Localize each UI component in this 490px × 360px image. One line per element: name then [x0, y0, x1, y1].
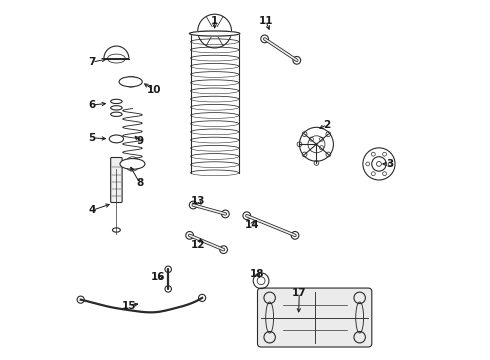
Text: 6: 6 [89, 100, 96, 110]
Ellipse shape [109, 135, 123, 143]
Text: 10: 10 [147, 85, 161, 95]
Text: 15: 15 [122, 301, 136, 311]
FancyBboxPatch shape [258, 288, 372, 347]
Text: 9: 9 [136, 136, 143, 146]
Text: 2: 2 [323, 120, 331, 130]
Text: 8: 8 [136, 178, 143, 188]
Ellipse shape [119, 77, 142, 87]
Ellipse shape [189, 31, 240, 36]
Text: 5: 5 [89, 133, 96, 143]
Text: 3: 3 [386, 159, 393, 169]
Text: 11: 11 [258, 16, 273, 26]
Text: 1: 1 [211, 16, 218, 26]
Text: 12: 12 [191, 240, 206, 250]
Text: 18: 18 [250, 269, 265, 279]
Ellipse shape [120, 158, 145, 169]
FancyBboxPatch shape [111, 157, 122, 203]
Text: 4: 4 [88, 205, 96, 215]
Text: 13: 13 [191, 197, 206, 206]
Text: 14: 14 [245, 220, 260, 230]
Ellipse shape [111, 99, 122, 104]
Text: 16: 16 [151, 272, 166, 282]
Ellipse shape [111, 106, 122, 110]
Text: 7: 7 [88, 57, 96, 67]
Ellipse shape [111, 112, 122, 116]
Text: 17: 17 [292, 288, 307, 297]
